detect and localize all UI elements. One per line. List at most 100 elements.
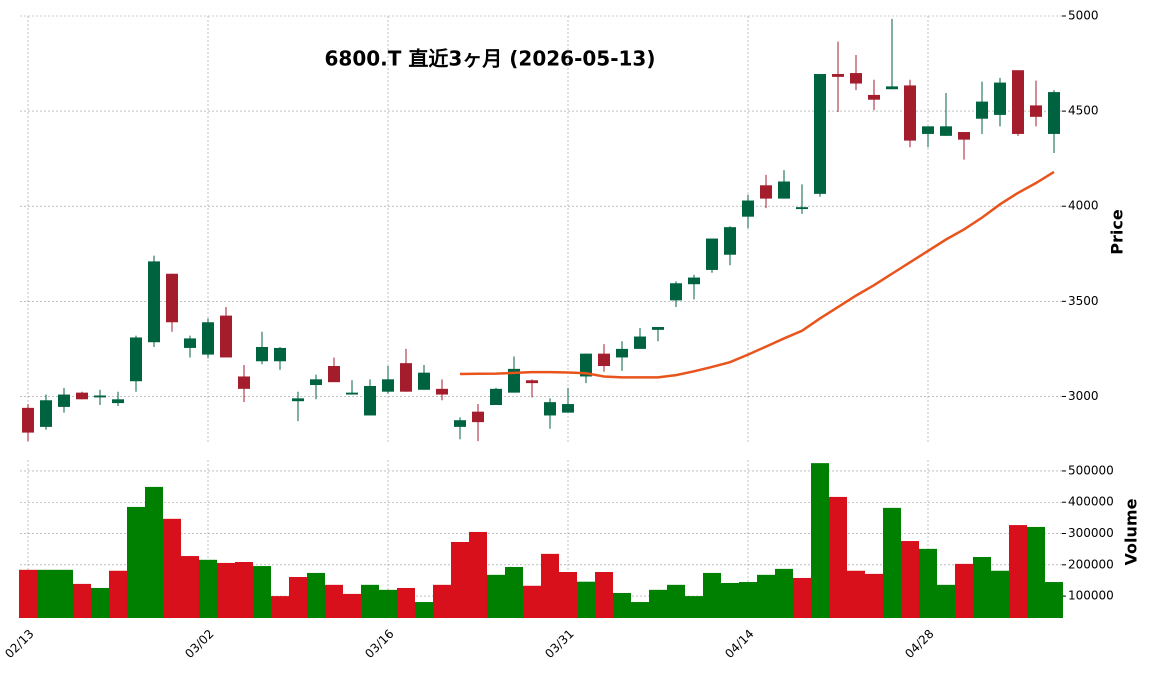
volume-bar [559,572,577,618]
candle-body [922,126,934,134]
volume-bar [307,572,325,618]
volume-bar [883,507,901,618]
volume-tick-label: 100000 [1068,589,1114,603]
volume-bar [649,589,667,618]
volume-bar [757,574,775,618]
candle-body [976,101,988,119]
volume-bar [91,587,109,618]
volume-bar [667,584,685,618]
x-tick-label: 03/31 [542,627,576,661]
x-tick-label: 03/16 [362,627,396,661]
volume-bar [181,556,199,618]
volume-bar [289,577,307,618]
volume-bar [397,587,415,618]
volume-bar [1045,582,1063,618]
volume-bar [973,556,991,618]
volume-bar [361,584,379,618]
moving-average-line [459,170,1055,379]
volume-bar [937,584,955,618]
volume-bar [325,584,343,618]
volume-bar [703,572,721,618]
candle-body [562,404,574,413]
volume-bar [865,573,883,618]
candle-body [436,388,448,395]
volume-bar [991,570,1009,618]
candle-body [238,376,250,389]
volume-bar [613,592,631,618]
volume-bar [685,596,703,618]
candle-body [112,399,124,404]
volume-tick-label: 200000 [1068,557,1114,571]
volume-bar [145,486,163,618]
volume-bar [415,602,433,618]
candle-body [490,388,502,406]
candle-body [814,74,826,194]
volume-bar [19,569,37,618]
volume-tick-label: 500000 [1068,463,1114,477]
volume-bar [163,518,181,618]
volume-bar [901,541,919,618]
volume-bar [505,567,523,618]
volume-tick-label: 400000 [1068,495,1114,509]
candle-body [202,322,214,355]
candle-body [994,82,1006,115]
candle-body [418,372,430,390]
volume-bar [487,574,505,618]
volume-bar [523,585,541,618]
candle-body [544,402,556,416]
volume-bar [343,593,361,618]
volume-bar [253,566,271,618]
x-tick-label: 02/13 [2,627,36,661]
candle-body [346,392,358,395]
candle-body [868,94,880,100]
volume-bar [271,596,289,618]
candle-body [76,392,88,400]
candle-body [904,85,916,141]
candle-body [778,181,790,199]
candle-body [652,327,664,330]
y-tick-label: 4500 [1068,104,1099,118]
volume-bar [73,583,91,618]
candle-body [634,336,646,349]
candle-body [274,347,286,362]
candle-body [184,338,196,348]
candle-body [940,126,952,136]
chart-title: 6800.T 直近3ヶ月 (2026-05-13) [325,47,656,71]
candle-body [166,273,178,323]
volume-bar [37,569,55,618]
volume-bar [595,572,613,618]
candle-body [454,420,466,427]
x-tick-label: 03/02 [182,627,216,661]
x-tick-label: 04/14 [722,627,756,661]
candle-body [850,73,862,84]
candle-body [328,366,340,383]
volume-bar [811,463,829,618]
candle-body [400,363,412,392]
volume-bar [847,570,865,618]
candle-body [688,277,700,285]
candle-body [742,200,754,217]
candle-body [220,315,232,358]
volume-bar [109,570,127,618]
volume-bar [919,548,937,618]
candle-body [508,368,520,393]
volume-bar [541,553,559,618]
candle-body [832,74,844,77]
y-tick-label: 5000 [1068,9,1099,23]
volume-bar [1027,526,1045,618]
volume-bar [451,541,469,618]
candle-body [40,400,52,427]
y-tick-label: 3000 [1068,389,1099,403]
volume-bar [631,602,649,618]
candle-body [760,185,772,199]
volume-axis-label: Volume [1122,498,1141,565]
candle-body [22,407,34,433]
candle-body [706,238,718,270]
y-tick-label: 4000 [1068,199,1099,213]
candle-body [670,283,682,301]
y-tick-label: 3500 [1068,294,1099,308]
candle-body [292,398,304,402]
candle-body [886,86,898,90]
candle-body [526,380,538,384]
